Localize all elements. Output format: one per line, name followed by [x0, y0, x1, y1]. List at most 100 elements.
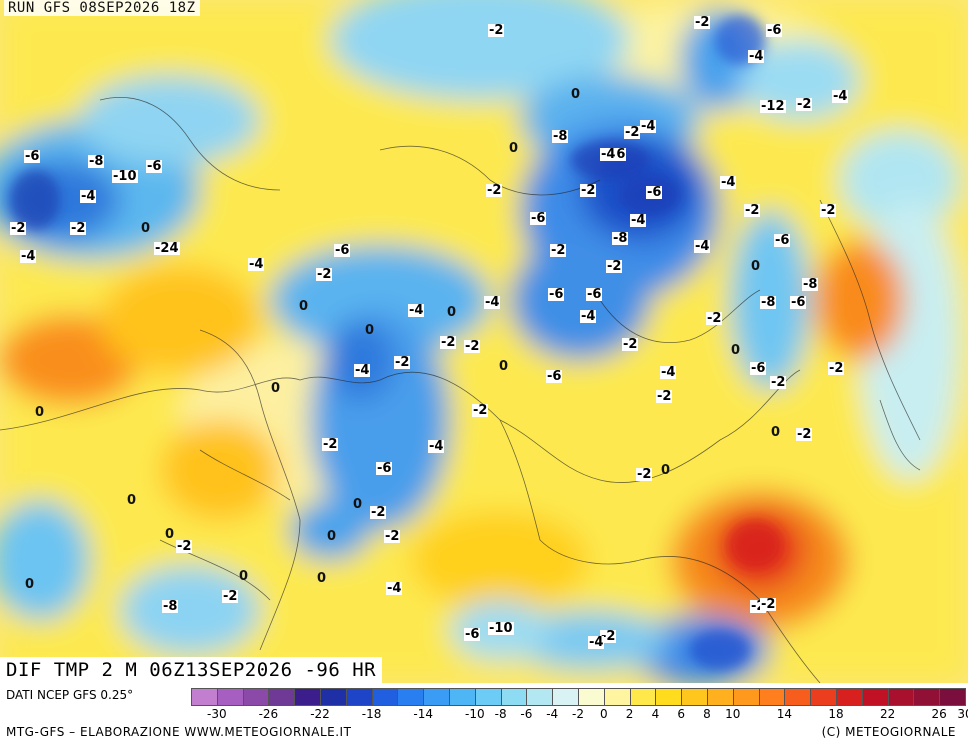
map-canvas	[0, 0, 968, 683]
colorbar-tick-label: 2	[625, 707, 634, 721]
contour-label: -6	[530, 211, 547, 226]
contour-label: -2	[796, 427, 813, 442]
contour-label: -2	[322, 437, 339, 452]
colorbar-tick-label: -18	[361, 707, 382, 721]
contour-label: -4	[484, 295, 501, 310]
anomaly-fill	[0, 0, 968, 683]
contour-label: -4	[580, 309, 597, 324]
colorbar-tick-label: -30	[206, 707, 227, 721]
contour-label: -2	[488, 23, 505, 38]
contour-label: -6	[548, 287, 565, 302]
contour-label: -2	[706, 311, 723, 326]
colorbar-swatch	[835, 688, 863, 706]
contour-label: -4	[588, 635, 605, 650]
contour-label: -4	[80, 189, 97, 204]
contour-label: -4	[694, 239, 711, 254]
contour-label: 0	[327, 529, 337, 544]
colorbar-swatch	[294, 688, 321, 706]
colorbar-swatch	[706, 688, 734, 706]
contour-label: -4	[20, 249, 37, 264]
borders	[0, 97, 921, 683]
contour-label: -2	[694, 15, 711, 30]
colorbar-swatch	[448, 688, 476, 706]
colorbar-swatch	[629, 688, 657, 706]
colorbar-tick-label: -8	[494, 707, 507, 721]
contour-label: -4	[408, 303, 425, 318]
colorbar-tick-label: 26	[931, 707, 947, 721]
colorbar-swatch	[552, 688, 579, 706]
contour-label: 0	[571, 87, 581, 102]
contour-label: 0	[127, 493, 137, 508]
field-title: DIF TMP 2 M 06Z13SEP2026 -96 HR	[0, 657, 383, 683]
contour-label: -4	[386, 581, 403, 596]
colorbar-swatch	[732, 688, 760, 706]
contour-label: -8	[760, 295, 777, 310]
contour-label: -6	[376, 461, 393, 476]
contour-label: -2	[370, 505, 387, 520]
contour-label: -2	[796, 97, 813, 112]
contour-label: -4	[354, 363, 371, 378]
colorbar-tick-label: -22	[310, 707, 330, 721]
contour-label: -8	[802, 277, 819, 292]
colorbar-swatch	[939, 688, 966, 706]
colorbar-tick-label: -14	[413, 707, 433, 721]
contour-label: -4	[248, 257, 265, 272]
contour-label: -2	[464, 339, 481, 354]
colorbar-swatch	[681, 688, 708, 706]
colorbar-ticks: -30 -26 -22 -18 -14 -10 -8 -6 -4 -2 0 2 4 6 8 10 14 18 22 2…	[191, 707, 968, 723]
contour-label: -6	[766, 23, 783, 38]
contour-label: -4	[600, 147, 617, 162]
contour-label: -2	[744, 203, 761, 218]
contour-label: -8	[612, 231, 629, 246]
colorbar-tick-label: 18	[828, 707, 844, 721]
colorbar-swatch	[913, 688, 941, 706]
colorbar-swatch	[242, 688, 270, 706]
contour-label: -8	[162, 599, 179, 614]
footer: DATI NCEP GFS 0.25° -30 -26 -22 -18 -14 -10 -8…	[0, 683, 968, 745]
copyright-text: (C) METEOGIORNALE	[821, 725, 956, 739]
colorbar-swatch	[861, 688, 889, 706]
contour-label: -6	[750, 361, 767, 376]
colorbar-tick-label: 22	[879, 707, 896, 721]
colorbar-tick-label: 8	[703, 707, 711, 721]
contour-label: -2	[656, 389, 673, 404]
contour-label: -6	[646, 185, 663, 200]
colorbar-tick-label: -2	[572, 707, 584, 721]
colorbar-swatch	[758, 688, 786, 706]
colorbar-swatch	[784, 688, 812, 706]
contour-label: -2	[394, 355, 411, 370]
contour-label: 0	[239, 569, 249, 584]
colorbar-tick-label: 6	[677, 707, 686, 721]
credit-text: MTG-GFS – ELABORAZIONE WWW.METEOGIORNALE…	[6, 725, 352, 739]
contour-label: 0	[731, 343, 741, 358]
colorbar-tick-label: -10	[464, 707, 485, 721]
contour-label: 0	[751, 259, 761, 274]
contour-label: -2	[316, 267, 333, 282]
contour-label: -6	[24, 149, 41, 164]
colorbar-tick-label: 10	[725, 707, 741, 721]
colorbar	[191, 688, 966, 706]
colorbar-swatch	[319, 688, 347, 706]
colorbar-swatch	[345, 688, 373, 706]
contour-label: -2	[622, 337, 639, 352]
contour-label: -2	[10, 221, 27, 236]
contour-label: -2	[636, 467, 653, 482]
contour-label: 0	[509, 141, 519, 156]
colorbar-swatch	[216, 688, 244, 706]
run-title: RUN GFS 08SEP2026 18Z	[4, 0, 200, 16]
colorbar-swatch	[887, 688, 915, 706]
contour-label: 0	[353, 497, 363, 512]
contour-label: 0	[771, 425, 781, 440]
colorbar-swatch	[423, 688, 450, 706]
contour-label: -6	[586, 287, 603, 302]
contour-label: -4	[428, 439, 445, 454]
colorbar-tick-label: -26	[258, 707, 279, 721]
contour-label: -2	[624, 125, 641, 140]
contour-label: 0	[299, 299, 309, 314]
colorbar-swatch	[810, 688, 837, 706]
colorbar-tick-label: 14	[776, 707, 793, 721]
contour-label: -2	[760, 597, 777, 612]
colorbar-swatch	[577, 688, 605, 706]
data-source: DATI NCEP GFS 0.25°	[6, 688, 134, 702]
contour-label: -10	[488, 621, 514, 636]
